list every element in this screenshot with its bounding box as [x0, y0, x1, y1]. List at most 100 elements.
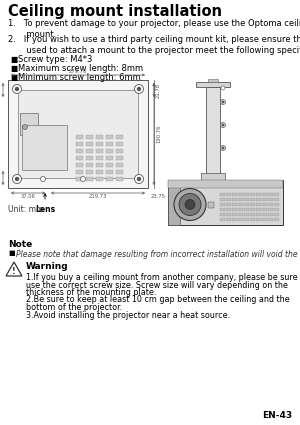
Bar [238, 218, 243, 221]
Bar [76, 156, 83, 160]
Bar [96, 163, 103, 167]
Text: 23.75: 23.75 [151, 194, 166, 199]
Bar [232, 193, 237, 196]
Bar [274, 212, 279, 216]
Text: !: ! [12, 267, 16, 277]
Text: ■: ■ [8, 250, 15, 256]
Text: bottom of the projector.: bottom of the projector. [26, 303, 122, 312]
Bar [168, 180, 283, 188]
Bar [268, 207, 273, 211]
Bar [106, 163, 113, 167]
Bar [262, 212, 267, 216]
Bar [86, 163, 93, 167]
Text: Please note that damage resulting from incorrect installation will void the warr: Please note that damage resulting from i… [16, 250, 300, 259]
Circle shape [220, 99, 226, 105]
Bar [256, 212, 261, 216]
Bar [244, 202, 249, 206]
Bar [220, 212, 225, 216]
Bar [256, 198, 261, 201]
Bar [268, 198, 273, 201]
Bar [76, 163, 83, 167]
Bar [96, 149, 103, 153]
Text: use the correct screw size. Screw size will vary depending on the: use the correct screw size. Screw size w… [26, 280, 288, 289]
Bar [201, 173, 225, 181]
Bar [238, 207, 243, 211]
Bar [96, 170, 103, 174]
Text: 21.78: 21.78 [156, 82, 161, 98]
Bar [274, 202, 279, 206]
Bar [274, 218, 279, 221]
Bar [256, 218, 261, 221]
Bar [262, 218, 267, 221]
Text: Screw type: M4*3: Screw type: M4*3 [18, 55, 92, 64]
Bar [262, 202, 267, 206]
Bar [106, 142, 113, 146]
Text: Ceiling mount installation: Ceiling mount installation [8, 4, 222, 19]
Bar [106, 156, 113, 160]
Bar [96, 135, 103, 139]
Circle shape [13, 85, 22, 94]
Bar [220, 207, 225, 211]
Bar [232, 198, 237, 201]
Bar [116, 170, 123, 174]
Bar [232, 218, 237, 221]
Bar [250, 212, 255, 216]
Bar [86, 177, 93, 181]
Text: 3.Avoid installing the projector near a heat source.: 3.Avoid installing the projector near a … [26, 311, 230, 320]
Bar [268, 218, 273, 221]
Bar [116, 177, 123, 181]
Text: 13.5: 13.5 [0, 172, 1, 184]
Bar [206, 87, 220, 175]
Text: Maximum screw length: 8mm: Maximum screw length: 8mm [18, 64, 143, 73]
Circle shape [221, 86, 225, 90]
Text: Unit: mm: Unit: mm [8, 205, 44, 214]
Bar [86, 170, 93, 174]
Text: ■: ■ [10, 55, 17, 64]
Bar [262, 193, 267, 196]
Circle shape [137, 178, 140, 181]
Circle shape [185, 199, 195, 210]
Bar [116, 135, 123, 139]
Bar [96, 142, 103, 146]
Bar [76, 177, 83, 181]
Bar [220, 218, 225, 221]
Bar [76, 170, 83, 174]
Text: EN-43: EN-43 [262, 411, 292, 420]
Text: Warning: Warning [26, 262, 69, 271]
Bar [250, 193, 255, 196]
Bar [20, 113, 38, 135]
Bar [232, 212, 237, 216]
Bar [262, 198, 267, 201]
Bar [86, 142, 93, 146]
Text: thickness of the mounting plate.: thickness of the mounting plate. [26, 288, 156, 297]
Bar [96, 177, 103, 181]
Bar [238, 193, 243, 196]
Bar [226, 202, 231, 206]
Bar [268, 202, 273, 206]
Bar [238, 198, 243, 201]
Bar [106, 170, 113, 174]
Bar [250, 218, 255, 221]
Text: 1.   To prevent damage to your projector, please use the Optoma ceiling
       m: 1. To prevent damage to your projector, … [8, 19, 300, 39]
Bar [220, 202, 225, 206]
Text: 279.76: 279.76 [69, 69, 87, 74]
Circle shape [137, 88, 140, 91]
Bar [168, 180, 283, 225]
Bar [238, 212, 243, 216]
Circle shape [222, 124, 224, 126]
Text: 37.06: 37.06 [20, 194, 35, 199]
Bar [196, 82, 230, 87]
Text: 2.Be sure to keep at least 10 cm gap between the ceiling and the: 2.Be sure to keep at least 10 cm gap bet… [26, 295, 290, 304]
Text: Note: Note [8, 240, 32, 249]
Bar [232, 207, 237, 211]
Bar [226, 207, 231, 211]
Circle shape [134, 175, 143, 184]
Bar [76, 142, 83, 146]
Bar [244, 193, 249, 196]
Text: 13.4: 13.4 [0, 84, 1, 96]
Bar [274, 207, 279, 211]
Circle shape [222, 101, 224, 103]
Text: 219.73: 219.73 [89, 194, 107, 199]
Bar [208, 79, 218, 82]
Text: ■: ■ [10, 64, 17, 73]
